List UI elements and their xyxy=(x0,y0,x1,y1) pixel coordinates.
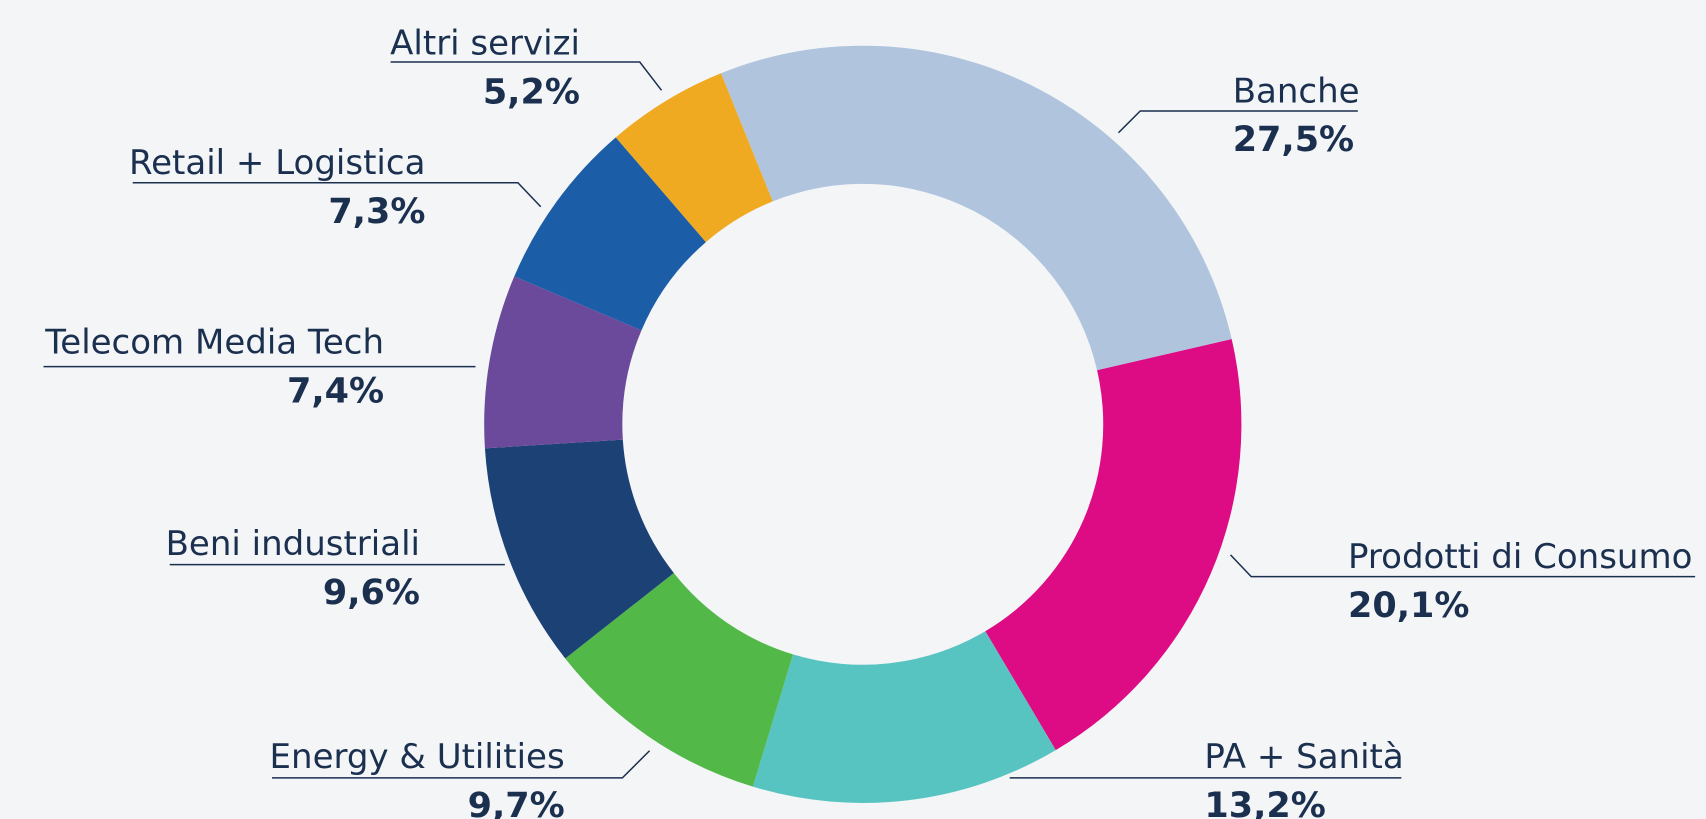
donut-slice xyxy=(720,45,1232,371)
donut-slice xyxy=(484,276,642,449)
donut-slice xyxy=(985,339,1242,751)
value-label: 20,1% xyxy=(1348,586,1469,626)
donut-slice xyxy=(484,439,674,659)
value-label: 7,3% xyxy=(328,192,425,232)
donut-slice xyxy=(752,631,1056,803)
leader-line xyxy=(390,61,663,91)
donut-slice xyxy=(514,137,706,331)
value-label: 27,5% xyxy=(1233,120,1354,160)
category-label: Altri servizi xyxy=(390,23,580,63)
category-label: Retail + Logistica xyxy=(129,143,425,183)
category-label: Beni industriali xyxy=(166,524,420,564)
value-label: 7,4% xyxy=(287,372,384,412)
donut-slice xyxy=(565,573,793,787)
leader-line xyxy=(132,182,542,208)
value-label: 9,7% xyxy=(468,786,565,819)
category-label: PA + Sanità xyxy=(1204,737,1403,777)
leader-line xyxy=(1117,110,1358,134)
value-label: 9,6% xyxy=(323,573,420,613)
donut-slice xyxy=(615,73,773,243)
value-label: 5,2% xyxy=(483,72,580,112)
category-label: Energy & Utilities xyxy=(270,737,565,777)
value-label: 13,2% xyxy=(1204,786,1325,819)
category-label: Banche xyxy=(1233,71,1360,111)
category-label: Telecom Media Tech xyxy=(44,323,384,363)
leader-line xyxy=(1229,554,1696,578)
category-label: Prodotti di Consumo xyxy=(1348,537,1692,577)
leader-line xyxy=(272,750,651,779)
